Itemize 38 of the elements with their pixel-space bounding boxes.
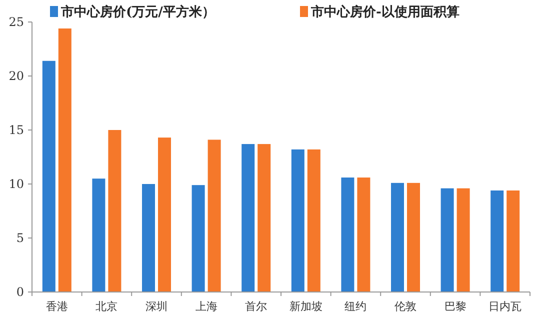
x-tick-label: 伦敦 — [394, 300, 416, 313]
bar — [92, 178, 106, 292]
x-tick-label: 上海 — [195, 300, 218, 313]
bar — [258, 144, 271, 292]
y-tick-label: 20 — [8, 69, 24, 83]
bar — [208, 140, 221, 292]
bar — [108, 130, 122, 292]
x-tick-label: 北京 — [96, 300, 118, 313]
bar — [506, 190, 520, 292]
bar — [291, 149, 304, 292]
bar — [307, 149, 320, 292]
y-tick-label: 0 — [16, 285, 24, 299]
bar — [192, 185, 205, 292]
x-tick-label: 巴黎 — [444, 300, 466, 313]
bar — [242, 144, 255, 292]
x-tick-label: 首尔 — [245, 300, 268, 313]
legend-label: 市中心房价(万元/平方米） — [60, 4, 215, 20]
y-tick-label: 15 — [8, 123, 24, 137]
bar — [391, 182, 404, 292]
bar — [407, 182, 420, 292]
bar — [58, 28, 72, 292]
y-tick-label: 10 — [8, 177, 24, 191]
x-tick-label: 纽约 — [344, 300, 367, 313]
y-tick-label: 25 — [8, 15, 24, 29]
bar — [440, 188, 454, 292]
x-tick-label: 深圳 — [146, 300, 168, 313]
bar — [142, 184, 155, 292]
x-tick-label: 香港 — [46, 300, 68, 313]
bar — [42, 60, 56, 292]
bar — [158, 138, 171, 292]
x-tick-label: 新加坡 — [289, 300, 322, 313]
bar — [490, 190, 504, 292]
x-tick-label: 日内瓦 — [488, 300, 522, 313]
legend-label: 市中心房价-以使用面积算 — [310, 4, 460, 20]
bar — [357, 178, 370, 292]
bar — [456, 188, 470, 292]
bar — [341, 178, 354, 292]
y-tick-label: 5 — [16, 231, 24, 245]
